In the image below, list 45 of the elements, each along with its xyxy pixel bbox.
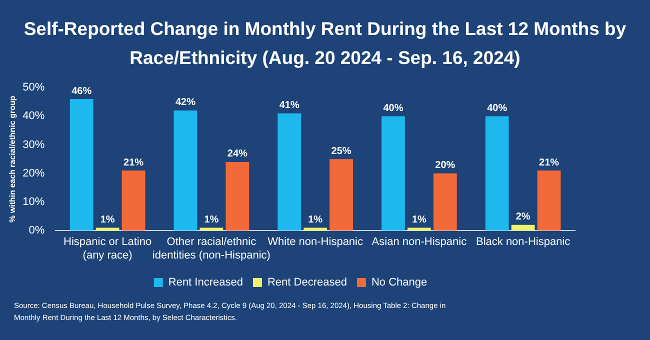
data-label: 1%: [100, 214, 115, 226]
x-tick-label: White non-Hispanic: [268, 236, 364, 248]
legend-label: No Change: [371, 276, 428, 289]
legend-label: Rent Increased: [168, 276, 243, 289]
y-tick-label: 30%: [22, 138, 45, 151]
bar: [278, 113, 302, 231]
bar: [433, 173, 457, 231]
data-label: 2%: [516, 212, 530, 223]
data-label: 25%: [331, 146, 352, 157]
bar: [537, 170, 561, 231]
legend-label: Rent Decreased: [267, 276, 347, 289]
data-label: 46%: [72, 86, 92, 97]
data-label: 1%: [412, 214, 427, 226]
bar: [485, 116, 509, 231]
bar: [408, 228, 431, 231]
data-label: 1%: [308, 214, 323, 226]
bar: [330, 159, 353, 231]
data-label: 20%: [435, 160, 456, 172]
data-label: 42%: [175, 97, 196, 108]
data-label: 40%: [383, 102, 404, 114]
data-label: 21%: [124, 157, 144, 168]
bar: [122, 170, 146, 231]
data-label: 40%: [487, 102, 508, 114]
bar: [96, 228, 120, 231]
bar: [226, 162, 250, 231]
bar: [174, 110, 198, 231]
y-axis-title: % within each racial/ethnic group: [8, 96, 18, 222]
x-tick-label: Asian non-Hispanic: [372, 236, 468, 248]
bar: [304, 228, 327, 231]
data-label: 41%: [279, 100, 300, 112]
y-tick-label: 20%: [22, 167, 45, 180]
bar: [511, 224, 535, 231]
chart-title: Self-Reported Change in Monthly Rent During the Last 12 Months by Race/Ethnicity (Aug. 20 2024 - Sep. 16, 2024): [22, 17, 628, 70]
bar: [382, 116, 405, 231]
y-tick-label: 0%: [28, 224, 45, 237]
y-tick-label: 40%: [22, 110, 45, 122]
y-tick-label: 50%: [22, 82, 45, 94]
bar: [200, 228, 224, 231]
x-tick-label: Hispanic or Latino (any race): [64, 236, 152, 262]
data-label: 21%: [539, 157, 560, 168]
x-tick-label: Black non-Hispanic: [476, 236, 571, 248]
data-label: 1%: [204, 214, 219, 226]
bar: [70, 99, 94, 231]
data-label: 24%: [227, 148, 248, 160]
y-tick-label: 10%: [22, 196, 45, 208]
